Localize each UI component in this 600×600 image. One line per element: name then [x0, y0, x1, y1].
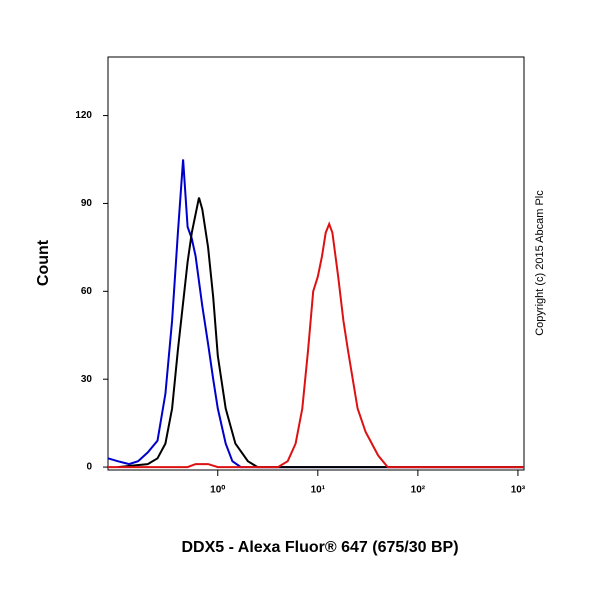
histogram-line — [108, 221, 524, 469]
x-tick-label: 10⁰ — [210, 485, 225, 496]
x-tick-label: 10¹ — [311, 485, 326, 496]
y-tick-label: 0 — [86, 462, 92, 473]
y-tick-label: 30 — [81, 374, 93, 385]
histogram-line — [117, 197, 524, 469]
y-tick-label: 60 — [81, 286, 93, 297]
y-axis-label: Count — [35, 239, 52, 286]
copyright: Copyright (c) 2015 Abcam Plc — [534, 190, 546, 336]
x-axis-label: DDX5 - Alexa Fluor® 647 (675/30 BP) — [181, 539, 458, 556]
histogram-line — [107, 159, 524, 469]
x-tick-label: 10² — [411, 485, 426, 496]
x-tick-label: 10³ — [511, 485, 526, 496]
y-tick-label: 90 — [81, 198, 93, 209]
y-tick-label: 120 — [75, 110, 92, 121]
plot-frame — [107, 56, 525, 471]
